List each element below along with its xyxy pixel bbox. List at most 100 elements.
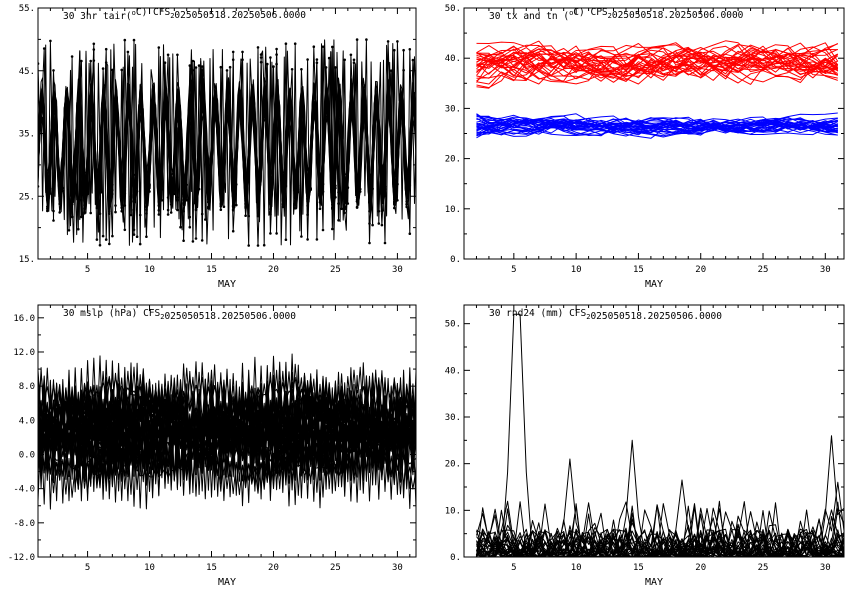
ensemble-marker	[306, 58, 309, 61]
ensemble-marker	[231, 58, 235, 61]
ensemble-member-line-23	[476, 49, 839, 85]
ensemble-marker	[306, 213, 309, 216]
ensemble-marker	[132, 38, 136, 42]
ensemble-marker	[179, 225, 182, 229]
plot-area	[38, 353, 416, 510]
y-tick-label: 30.	[445, 413, 461, 423]
ensemble-marker	[108, 191, 111, 195]
x-tick-label: 30	[820, 265, 831, 275]
ensemble-marker	[200, 69, 204, 72]
y-tick-label: 45.	[19, 67, 35, 77]
ensemble-marker	[120, 68, 123, 72]
plot-frame	[37, 304, 417, 558]
x-tick-label: 20	[268, 563, 279, 573]
ensemble-marker	[219, 193, 223, 196]
ensemble-marker	[266, 62, 269, 66]
ensemble-marker	[244, 194, 247, 197]
ensemble-marker	[293, 207, 297, 210]
ensemble-marker	[70, 55, 74, 58]
ensemble-marker	[365, 38, 368, 41]
ensemble-marker	[331, 45, 334, 49]
ensemble-marker	[269, 56, 272, 59]
ensemble-marker	[247, 244, 250, 247]
ensemble-marker	[380, 192, 384, 195]
ensemble-marker	[191, 240, 195, 243]
ensemble-marker	[368, 241, 371, 245]
x-tick-label: 25	[758, 265, 769, 275]
ensemble-marker	[101, 234, 105, 238]
y-tick-label: 4.0	[19, 416, 35, 426]
ensemble-marker	[290, 68, 294, 71]
y-tick-label: 25.	[19, 192, 35, 202]
ensemble-marker	[46, 209, 49, 213]
ensemble-member-line-26	[476, 513, 844, 557]
ensemble-marker	[315, 238, 319, 241]
ensemble-member-line-19	[476, 45, 839, 78]
ensemble-marker	[89, 211, 92, 215]
x-tick-label: 5	[85, 265, 90, 275]
ensemble-marker	[275, 62, 278, 66]
ensemble-marker	[318, 189, 322, 193]
ensemble-marker	[393, 201, 396, 205]
ensemble-member-line-29	[38, 418, 416, 498]
ensemble-marker	[157, 191, 161, 194]
ensemble-marker	[95, 187, 99, 191]
ensemble-marker	[368, 200, 371, 204]
ensemble-marker	[331, 189, 334, 192]
ensemble-marker	[346, 202, 350, 205]
ensemble-marker	[235, 203, 238, 207]
x-tick-label: 5	[85, 563, 90, 573]
ensemble-marker	[157, 199, 161, 203]
ensemble-marker	[67, 229, 71, 232]
ensemble-marker	[256, 186, 260, 189]
ensemble-marker	[259, 53, 263, 56]
panel-title-part: C) CFS	[136, 7, 171, 18]
ensemble-marker	[200, 239, 204, 242]
ensemble-marker	[219, 208, 223, 211]
ensemble-marker	[157, 213, 161, 216]
ensemble-marker	[145, 190, 148, 193]
ensemble-member-line-52	[476, 116, 838, 133]
ensemble-marker	[194, 198, 198, 201]
ensemble-marker	[340, 207, 343, 211]
ensemble-marker	[377, 222, 381, 225]
x-tick-label: 10	[571, 563, 582, 573]
panel-title-part: 30 3hr tair(	[63, 11, 132, 22]
ensemble-marker	[101, 67, 105, 70]
ensemble-marker	[306, 238, 309, 241]
x-tick-label: 20	[695, 563, 706, 573]
ensemble-marker	[123, 38, 127, 42]
ensemble-marker	[95, 238, 99, 241]
ensemble-marker	[355, 206, 359, 209]
ensemble-marker	[160, 199, 164, 202]
panel-4: 5 10 15 20 25 30 MAY 0. 10. 20. 30. 40. 50. 30 rnd24 …	[445, 304, 845, 588]
ensemble-marker	[368, 183, 371, 187]
ensemble-marker	[343, 211, 347, 215]
y-tick-label: 50.	[445, 4, 461, 14]
ensemble-marker	[104, 238, 108, 241]
ensemble-marker	[111, 68, 114, 72]
ensemble-marker	[383, 241, 387, 245]
ensemble-marker	[231, 229, 235, 233]
ensemble-marker	[355, 198, 359, 202]
panel-title-part: 025050518.20250506.0000	[612, 10, 744, 21]
ensemble-marker	[126, 50, 130, 54]
x-tick-label: 15	[206, 265, 217, 275]
ensemble-marker	[293, 42, 297, 45]
ensemble-member-line-30	[38, 373, 416, 482]
panel-title: 30 3hr tair(oC) CFS2025050518.20250506.0…	[63, 7, 306, 22]
ensemble-marker	[95, 206, 99, 210]
ensemble-marker	[231, 203, 235, 207]
ensemble-marker	[191, 59, 195, 63]
ensemble-marker	[70, 195, 74, 198]
ensemble-member-line-21	[476, 504, 844, 557]
ensemble-marker	[337, 219, 340, 222]
ensemble-marker	[194, 66, 198, 69]
ensemble-marker	[120, 209, 123, 213]
x-tick-label: 25	[330, 265, 341, 275]
ensemble-marker	[352, 58, 356, 62]
ensemble-marker	[231, 50, 235, 54]
ensemble-member-line-27	[476, 45, 838, 74]
